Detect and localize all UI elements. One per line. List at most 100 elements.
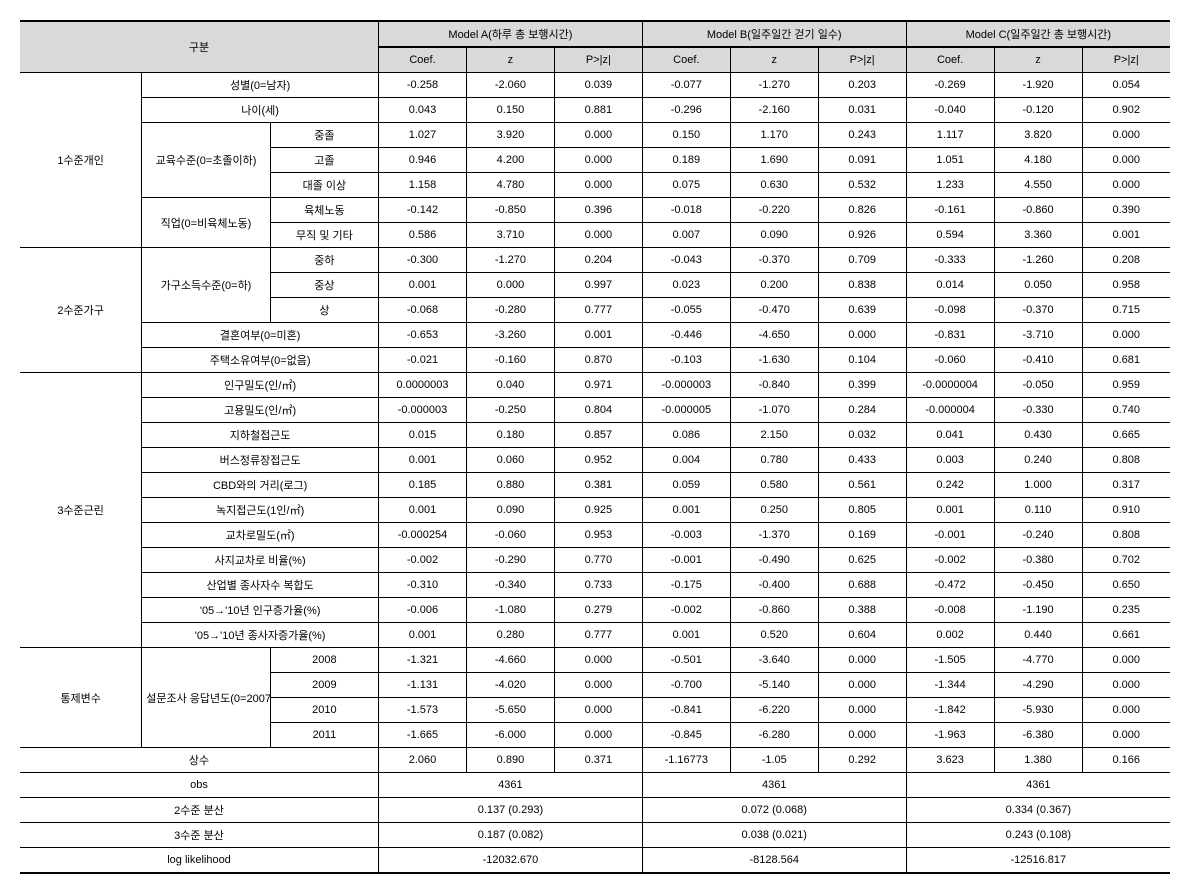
data-cell: 0.000 — [818, 648, 906, 673]
data-cell: -0.000003 — [642, 373, 730, 398]
row-income-group: 가구소득수준(0=하) — [142, 248, 271, 323]
data-cell: -0.280 — [466, 298, 554, 323]
data-cell: -0.002 — [642, 598, 730, 623]
data-cell: 0.180 — [466, 423, 554, 448]
data-cell: 0.910 — [1082, 498, 1170, 523]
data-cell: -0.000005 — [642, 398, 730, 423]
data-cell: 0.185 — [379, 473, 467, 498]
data-cell: -2.060 — [466, 73, 554, 98]
data-cell: 0.000 — [1082, 698, 1170, 723]
data-cell: -0.845 — [642, 723, 730, 748]
data-cell: 0.001 — [1082, 223, 1170, 248]
data-cell: -1.260 — [994, 248, 1082, 273]
data-cell: 0.661 — [1082, 623, 1170, 648]
data-cell: 0.000 — [554, 698, 642, 723]
data-cell: 0.625 — [818, 548, 906, 573]
data-cell: -0.000254 — [379, 523, 467, 548]
data-cell: 0.090 — [730, 223, 818, 248]
data-cell: -1.080 — [466, 598, 554, 623]
data-cell: 4.780 — [466, 173, 554, 198]
footer-obs-a: 4361 — [379, 773, 643, 798]
data-cell: 0.388 — [818, 598, 906, 623]
data-cell: -0.840 — [730, 373, 818, 398]
data-cell: 0.015 — [379, 423, 467, 448]
row-gender: 성별(0=남자) — [142, 73, 379, 98]
footer-ll-a: -12032.670 — [379, 848, 643, 874]
data-cell: 0.203 — [818, 73, 906, 98]
data-cell: -4.020 — [466, 673, 554, 698]
data-cell: -1.270 — [466, 248, 554, 273]
header-model-b: Model B(일주일간 걷기 일수) — [642, 21, 906, 47]
row-edu-high: 고졸 — [270, 148, 378, 173]
data-cell: 0.946 — [379, 148, 467, 173]
row-empgrowth: '05→'10년 종사자증가율(%) — [142, 623, 379, 648]
footer-var3-c: 0.243 (0.108) — [906, 823, 1170, 848]
data-cell: -0.240 — [994, 523, 1082, 548]
row-intersect: 교차로밀도(㎡) — [142, 523, 379, 548]
data-cell: 1.051 — [906, 148, 994, 173]
data-cell: -3.710 — [994, 323, 1082, 348]
footer-obs: obs — [20, 773, 379, 798]
data-cell: 0.059 — [642, 473, 730, 498]
data-cell: 0.880 — [466, 473, 554, 498]
data-cell: 0.060 — [466, 448, 554, 473]
data-cell: -0.001 — [906, 523, 994, 548]
data-cell: 0.000 — [1082, 648, 1170, 673]
data-cell: 0.280 — [466, 623, 554, 648]
data-cell: 0.243 — [818, 123, 906, 148]
data-cell: 3.820 — [994, 123, 1082, 148]
data-cell: 0.630 — [730, 173, 818, 198]
data-cell: 0.004 — [642, 448, 730, 473]
row-inc-midlow: 중하 — [270, 248, 378, 273]
data-cell: 0.000 — [1082, 173, 1170, 198]
data-cell: -0.161 — [906, 198, 994, 223]
data-cell: 0.520 — [730, 623, 818, 648]
data-cell: 0.740 — [1082, 398, 1170, 423]
data-cell: -0.000003 — [379, 398, 467, 423]
data-cell: 0.371 — [554, 748, 642, 773]
data-cell: -0.296 — [642, 98, 730, 123]
data-cell: -0.333 — [906, 248, 994, 273]
data-cell: 0.000 — [466, 273, 554, 298]
data-cell: -0.370 — [730, 248, 818, 273]
data-cell: 0.039 — [554, 73, 642, 98]
footer-var2: 2수준 분산 — [20, 798, 379, 823]
data-cell: 0.604 — [818, 623, 906, 648]
data-cell: 0.805 — [818, 498, 906, 523]
row-y2011: 2011 — [270, 723, 378, 748]
data-cell: 0.054 — [1082, 73, 1170, 98]
data-cell: 0.396 — [554, 198, 642, 223]
data-cell: -0.098 — [906, 298, 994, 323]
data-cell: -0.003 — [642, 523, 730, 548]
data-cell: -0.501 — [642, 648, 730, 673]
header-model-c: Model C(일주일간 총 보행시간) — [906, 21, 1170, 47]
data-cell: -1.344 — [906, 673, 994, 698]
data-cell: -0.018 — [642, 198, 730, 223]
data-cell: 0.890 — [466, 748, 554, 773]
data-cell: -0.850 — [466, 198, 554, 223]
data-cell: 0.000 — [554, 173, 642, 198]
data-cell: 0.381 — [554, 473, 642, 498]
data-cell: -0.050 — [994, 373, 1082, 398]
data-cell: -0.472 — [906, 573, 994, 598]
data-cell: 0.857 — [554, 423, 642, 448]
category-level3: 3수준근린 — [20, 373, 142, 648]
row-job-group: 직업(0=비육체노동) — [142, 198, 271, 248]
data-cell: -6.000 — [466, 723, 554, 748]
col-z-c: z — [994, 47, 1082, 73]
row-popden: 인구밀도(인/㎡) — [142, 373, 379, 398]
data-cell: 0.242 — [906, 473, 994, 498]
footer-var2-b: 0.072 (0.068) — [642, 798, 906, 823]
data-cell: -6.280 — [730, 723, 818, 748]
data-cell: 4.550 — [994, 173, 1082, 198]
data-cell: 1.380 — [994, 748, 1082, 773]
data-cell: 0.235 — [1082, 598, 1170, 623]
data-cell: -0.043 — [642, 248, 730, 273]
data-cell: 0.040 — [466, 373, 554, 398]
data-cell: 0.091 — [818, 148, 906, 173]
data-cell: -0.400 — [730, 573, 818, 598]
data-cell: 0.250 — [730, 498, 818, 523]
data-cell: 0.150 — [642, 123, 730, 148]
row-fourway: 사지교차로 비율(%) — [142, 548, 379, 573]
data-cell: 0.000 — [818, 673, 906, 698]
